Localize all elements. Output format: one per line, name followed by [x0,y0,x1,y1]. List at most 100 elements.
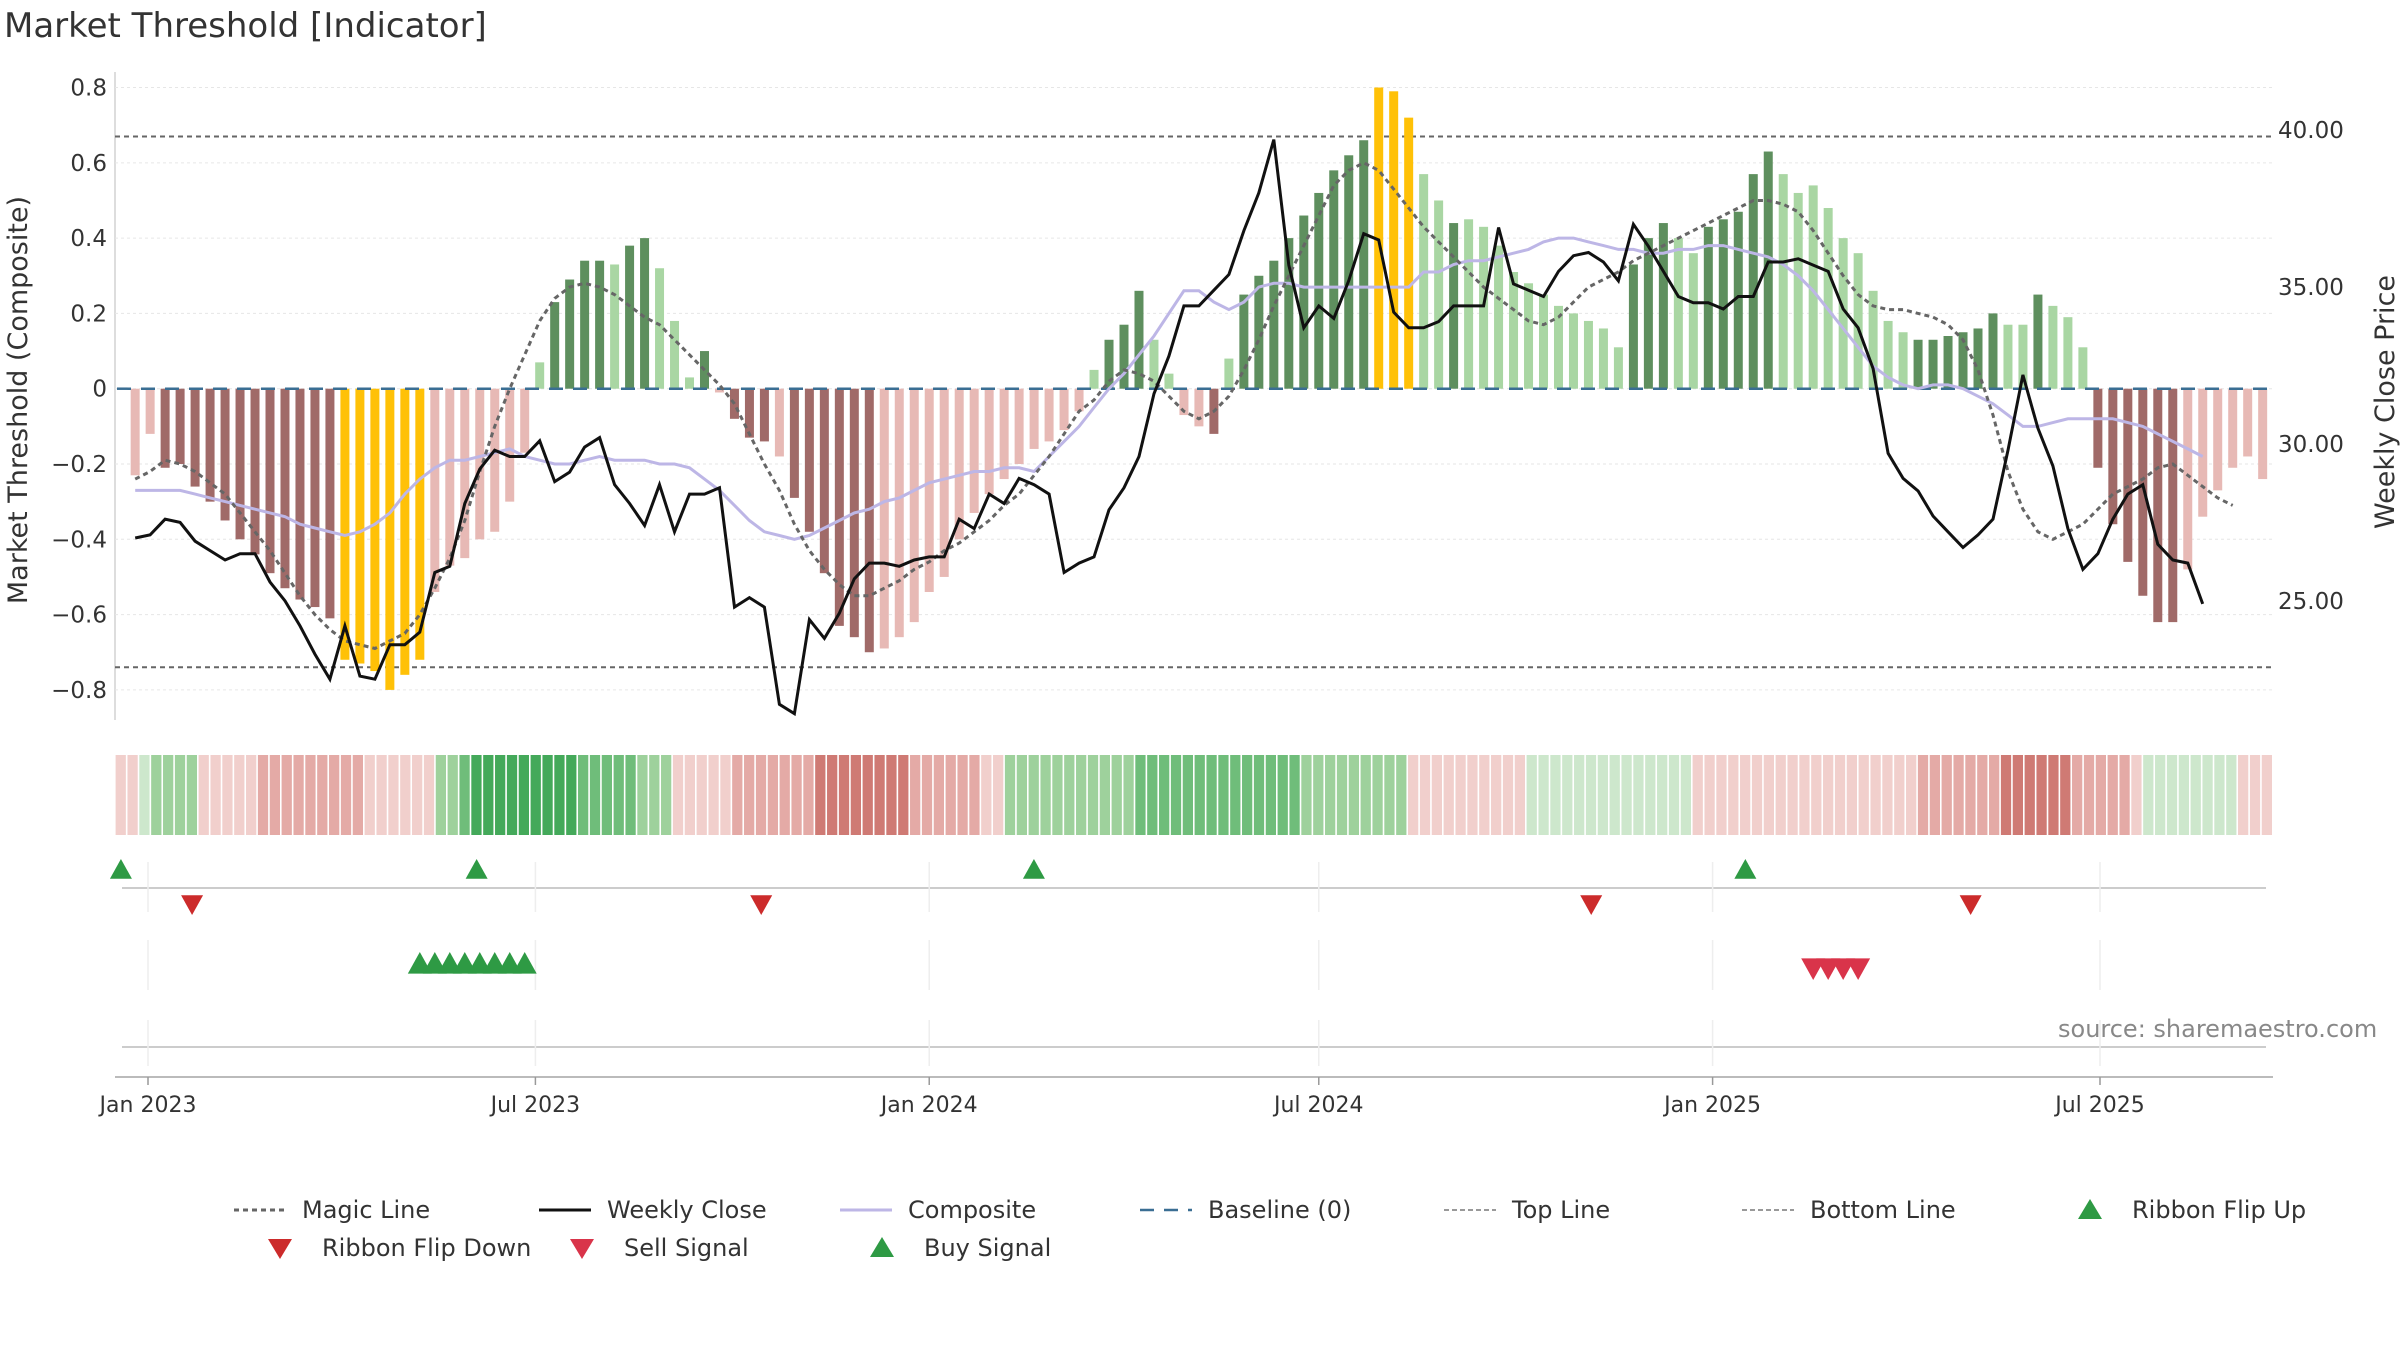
ribbon-cell [1372,755,1383,835]
ribbon-cell [1692,755,1703,835]
ribbon-cell [1704,755,1715,835]
composite-bar [1539,294,1549,389]
composite-bar [1883,320,1893,389]
composite-bar [595,260,605,389]
ribbon-cell [1550,755,1561,835]
ribbon-cell [1917,755,1929,835]
composite-bar [1568,313,1578,389]
source-credit: source: sharemaestro.com [2058,1015,2378,1043]
ribbon-cell [495,755,506,835]
composite-bar [1344,155,1354,389]
ribbon-cell [1170,755,1182,835]
ribbon-cell [1360,755,1371,835]
composite-bar [1598,328,1608,389]
ribbon-cell [198,755,209,835]
composite-bar [1029,388,1039,449]
composite-bar [1838,238,1848,389]
ribbon-cell [1348,755,1359,835]
legend-label: Composite [908,1196,1037,1224]
composite-bar [1374,87,1384,389]
ribbon-cell [2131,755,2142,835]
legend-label: Buy Signal [924,1234,1052,1262]
composite-bar [954,388,964,540]
composite-bar [1703,226,1713,389]
ribbon-cell [2261,755,2272,835]
ribbon-cell [981,755,992,835]
chart-title: Market Threshold [Indicator] [4,6,487,46]
legend-item: Magic Line [230,1195,430,1225]
legend-item: Baseline (0) [1136,1195,1351,1225]
legend-item: Buy Signal [852,1233,1051,1263]
ribbon-cell [1099,755,1110,835]
x-tick-label: Jul 2024 [1272,1093,1364,1118]
composite-bar [1778,174,1788,389]
legend-swatch-icon [1742,1209,1794,1211]
ribbon-cell [400,755,411,835]
composite-bar [1044,388,1054,442]
ribbon-cell [850,755,861,835]
composite-bar [1613,347,1623,389]
ribbon-cell [352,755,363,835]
ribbon-flip-down-marker [750,895,773,915]
ribbon-cell [1775,755,1786,835]
y-tick-label-left: 0.2 [70,301,107,327]
ribbon-cell [732,755,743,835]
composite-bar [1643,238,1653,389]
ribbon-cell [589,755,601,835]
ribbon-cell [1467,755,1478,835]
composite-bar [415,388,425,660]
ribbon-cell [542,755,553,835]
ribbon-cell [637,755,648,835]
ribbon-cell [862,755,873,835]
ribbon-cell [1657,755,1668,835]
ribbon-cell [1194,755,1205,835]
ribbon-cell [2238,755,2249,835]
composite-bar [1134,290,1144,389]
ribbon-cell [329,755,340,835]
composite-bar [1509,272,1519,389]
ribbon-cell [921,755,933,835]
ribbon-cell [1076,755,1087,835]
ribbon-cell [1419,755,1431,835]
legend-label: Bottom Line [1810,1196,1956,1224]
composite-bar [984,388,994,495]
ribbon-cell [957,755,968,835]
legend-item: Bottom Line [1738,1195,1956,1225]
composite-bar [340,388,350,660]
composite-bar [1673,238,1683,389]
composite-bar [834,388,844,626]
composite-bar [175,388,185,464]
ribbon-cell [672,755,684,835]
y-tick-label-right: 25.00 [2278,589,2344,615]
composite-bar [2243,388,2253,457]
ribbon-cell [174,755,186,835]
ribbon-cell [1680,755,1691,835]
legend-swatch-icon [1444,1209,1496,1211]
ribbon-cell [1123,755,1134,835]
composite-bar [1269,260,1279,389]
composite-bar [819,388,829,574]
ribbon-cell [874,755,885,835]
ribbon-cell [1609,755,1620,835]
ribbon-cell [1763,755,1774,835]
ribbon-cell [1431,755,1442,835]
composite-bar [220,388,230,521]
y-tick-label-left: 0.6 [70,151,107,177]
ribbon-cell [2060,755,2071,835]
composite-bar [1059,388,1069,431]
ribbon-cell [993,755,1004,835]
ribbon-cell [696,755,707,835]
composite-bar [640,238,650,389]
ribbon-cell [767,755,778,835]
composite-bar [1254,275,1264,389]
buy-signal-marker [512,952,537,974]
ribbon-cell [1064,755,1075,835]
ribbon-flip-down-marker [1959,895,1982,915]
ribbon-cell [530,755,541,835]
ribbon-cell [139,755,150,835]
ribbon-cell [1834,755,1846,835]
composite-bar [370,388,380,672]
composite-bar [190,388,200,487]
ribbon-cell [1585,755,1597,835]
composite-bar [145,388,155,434]
